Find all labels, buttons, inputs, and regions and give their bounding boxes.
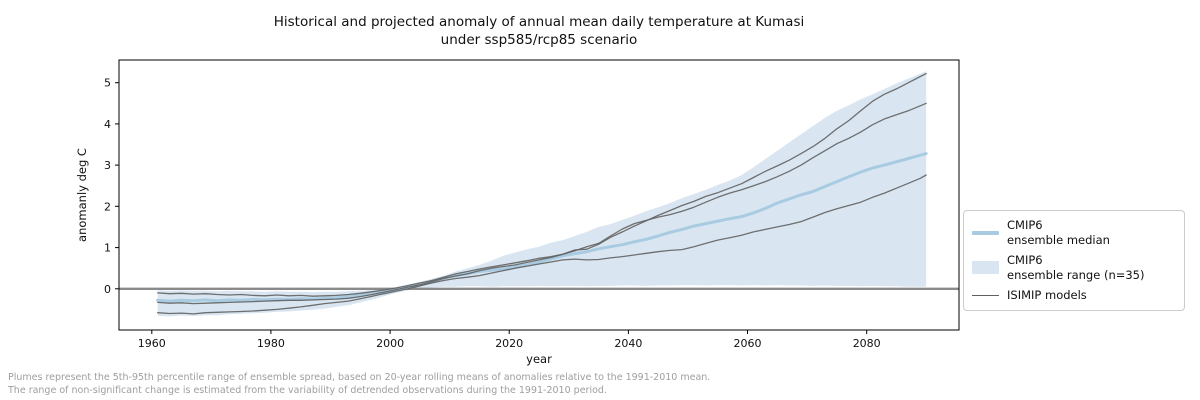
y-tick-label: 3 xyxy=(104,159,111,172)
y-tick-label: 4 xyxy=(104,118,111,131)
legend-item-ensemble-range: CMIP6 ensemble range (n=35) xyxy=(972,253,1174,282)
y-tick-label: 2 xyxy=(104,200,111,213)
legend-label: ISIMIP models xyxy=(1007,288,1087,302)
chart-title: Historical and projected anomaly of annu… xyxy=(119,13,959,49)
chart-title-line2: under ssp585/rcp85 scenario xyxy=(440,32,638,48)
x-tick-label: 2060 xyxy=(734,337,762,350)
x-tick-label: 2000 xyxy=(376,337,404,350)
chart-title-line1: Historical and projected anomaly of annu… xyxy=(273,14,805,30)
isimip-model-line-2 xyxy=(157,102,927,305)
isimip-model-line-3 xyxy=(157,174,927,315)
ensemble-range-band xyxy=(157,71,927,317)
y-tick-label: 0 xyxy=(104,283,111,296)
x-tick-label: 1960 xyxy=(138,337,166,350)
y-axis-label: anomanly deg C xyxy=(75,148,89,242)
x-tick-label: 2080 xyxy=(853,337,881,350)
legend-item-ensemble-median: CMIP6 ensemble median xyxy=(972,218,1174,247)
x-axis-label: year xyxy=(526,352,552,366)
legend: CMIP6 ensemble median CMIP6 ensemble ran… xyxy=(963,210,1185,311)
x-tick-label: 2040 xyxy=(614,337,642,350)
median-line-swatch xyxy=(972,230,999,235)
isimip-line-swatch xyxy=(972,294,999,296)
legend-item-isimip-models: ISIMIP models xyxy=(972,288,1174,303)
footnote-line2: The range of non-significant change is e… xyxy=(8,385,607,396)
range-patch-swatch xyxy=(972,261,999,274)
footnote-line1: Plumes represent the 5th-95th percentile… xyxy=(8,372,711,383)
legend-label: CMIP6 ensemble median xyxy=(1007,218,1110,247)
legend-label: CMIP6 ensemble range (n=35) xyxy=(1007,253,1145,282)
isimip-model-line-1 xyxy=(157,72,927,297)
cmip6-median-line xyxy=(156,152,928,303)
plot-border xyxy=(118,59,960,331)
y-tick-label: 1 xyxy=(104,242,111,255)
x-tick-label: 1980 xyxy=(257,337,285,350)
footnote: Plumes represent the 5th-95th percentile… xyxy=(8,371,710,397)
y-tick-label: 5 xyxy=(104,77,111,90)
x-tick-label: 2020 xyxy=(495,337,523,350)
